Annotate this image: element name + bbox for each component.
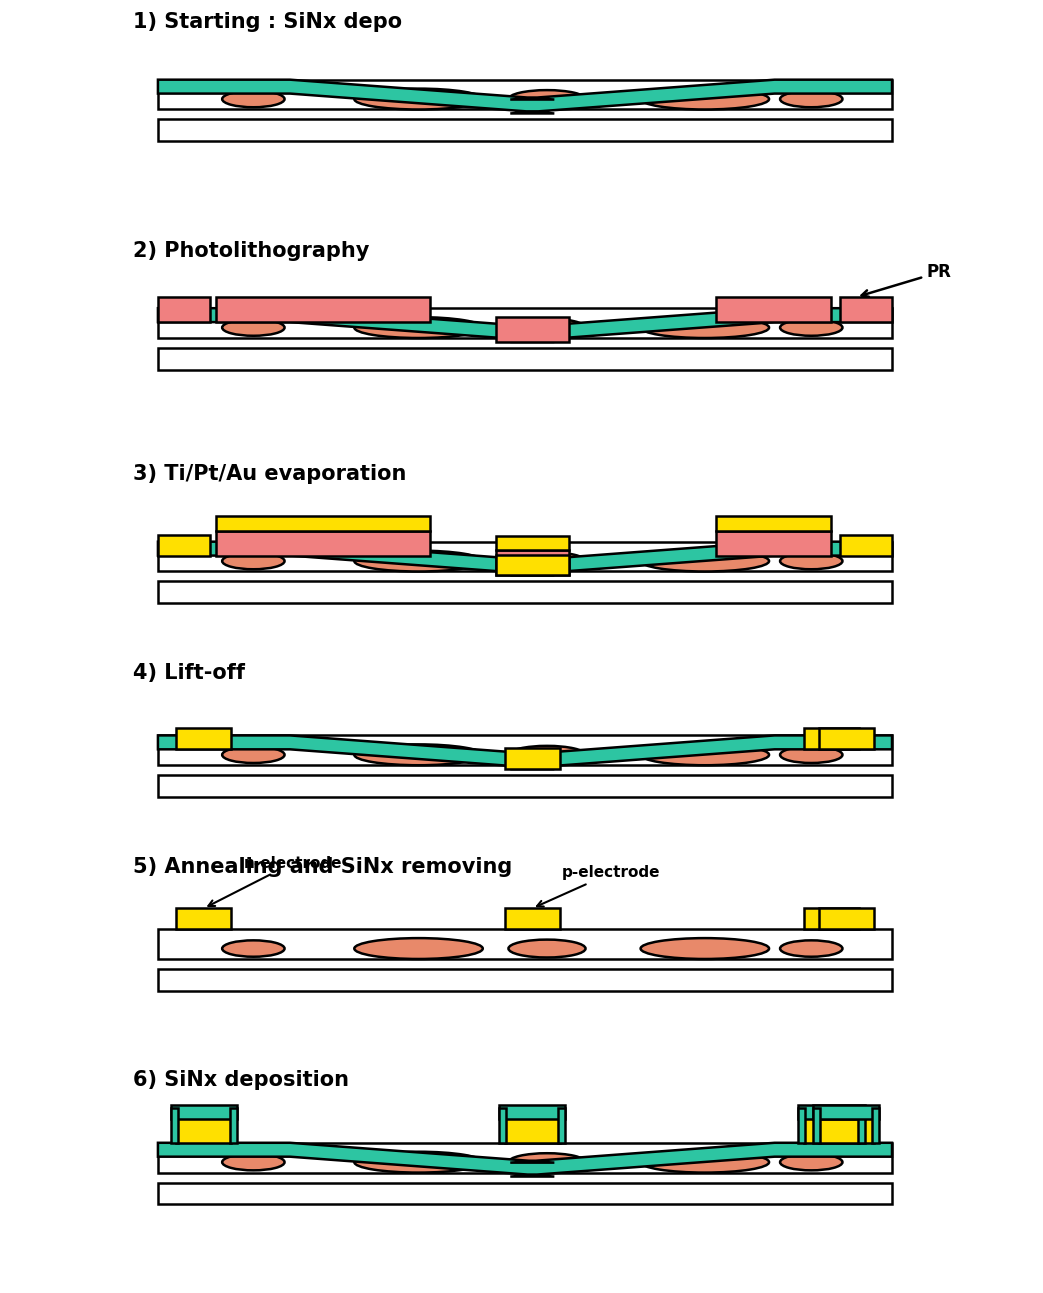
- Bar: [558, 1108, 565, 1143]
- Bar: [229, 1108, 237, 1143]
- Text: 3) Ti/Pt/Au evaporation: 3) Ti/Pt/Au evaporation: [134, 464, 407, 484]
- Ellipse shape: [640, 1152, 769, 1173]
- Bar: [176, 1108, 232, 1143]
- Ellipse shape: [355, 89, 483, 110]
- Bar: [819, 728, 874, 750]
- Bar: [157, 542, 892, 572]
- Text: p-electrode: p-electrode: [537, 865, 660, 906]
- Bar: [216, 516, 430, 530]
- Ellipse shape: [508, 1153, 585, 1171]
- Bar: [495, 317, 569, 341]
- Text: n-electrode: n-electrode: [209, 856, 342, 906]
- Ellipse shape: [222, 1153, 285, 1170]
- Bar: [157, 776, 892, 796]
- Bar: [798, 1104, 865, 1120]
- Polygon shape: [157, 308, 892, 341]
- Ellipse shape: [640, 551, 769, 572]
- Bar: [495, 535, 569, 551]
- Ellipse shape: [508, 746, 585, 764]
- Text: 2) Photolithography: 2) Photolithography: [134, 240, 369, 261]
- Bar: [157, 308, 892, 337]
- Ellipse shape: [508, 91, 585, 109]
- Text: PR: PR: [862, 264, 951, 297]
- Bar: [840, 297, 892, 322]
- Text: 4) Lift-off: 4) Lift-off: [134, 663, 245, 683]
- Bar: [500, 1104, 565, 1120]
- Polygon shape: [157, 1143, 892, 1177]
- Ellipse shape: [780, 319, 843, 336]
- Bar: [819, 1108, 874, 1143]
- Ellipse shape: [508, 940, 585, 958]
- Ellipse shape: [640, 89, 769, 110]
- Bar: [804, 1108, 859, 1143]
- Bar: [798, 1108, 805, 1143]
- Ellipse shape: [640, 317, 769, 337]
- Bar: [819, 908, 874, 930]
- Ellipse shape: [780, 940, 843, 957]
- Bar: [171, 1104, 237, 1120]
- Bar: [872, 1108, 879, 1143]
- Bar: [505, 749, 560, 769]
- Bar: [157, 582, 892, 604]
- Text: 1) Starting : SiNx depo: 1) Starting : SiNx depo: [134, 12, 403, 32]
- Bar: [176, 908, 232, 930]
- Ellipse shape: [355, 317, 483, 337]
- Bar: [495, 555, 569, 575]
- Ellipse shape: [355, 745, 483, 765]
- Polygon shape: [157, 736, 892, 769]
- Ellipse shape: [355, 551, 483, 572]
- Ellipse shape: [508, 318, 585, 336]
- Ellipse shape: [780, 553, 843, 569]
- Ellipse shape: [355, 1152, 483, 1173]
- Bar: [157, 80, 892, 110]
- Bar: [157, 535, 211, 556]
- Text: 5) Annealing and SiNx removing: 5) Annealing and SiNx removing: [134, 857, 512, 877]
- Bar: [715, 297, 831, 322]
- Bar: [216, 297, 430, 322]
- Ellipse shape: [222, 553, 285, 569]
- Ellipse shape: [222, 940, 285, 957]
- Bar: [157, 297, 211, 322]
- Ellipse shape: [222, 91, 285, 107]
- Bar: [157, 1143, 892, 1173]
- Bar: [157, 968, 892, 990]
- Ellipse shape: [780, 91, 843, 107]
- Bar: [500, 1108, 506, 1143]
- Bar: [840, 535, 892, 556]
- Ellipse shape: [222, 319, 285, 336]
- Bar: [715, 530, 831, 556]
- Ellipse shape: [222, 746, 285, 763]
- Bar: [157, 119, 892, 141]
- Polygon shape: [157, 542, 892, 575]
- Bar: [715, 516, 831, 530]
- Text: 6) SiNx deposition: 6) SiNx deposition: [134, 1071, 349, 1090]
- Bar: [505, 1108, 560, 1143]
- Ellipse shape: [355, 939, 483, 959]
- Ellipse shape: [780, 1153, 843, 1170]
- Bar: [495, 551, 569, 575]
- Bar: [804, 728, 859, 750]
- Bar: [804, 908, 859, 930]
- Bar: [171, 1108, 177, 1143]
- Bar: [157, 736, 892, 765]
- Bar: [216, 530, 430, 556]
- Polygon shape: [157, 80, 892, 114]
- Ellipse shape: [640, 745, 769, 765]
- Ellipse shape: [508, 552, 585, 570]
- Ellipse shape: [640, 939, 769, 959]
- Bar: [857, 1108, 865, 1143]
- Bar: [814, 1104, 879, 1120]
- Ellipse shape: [780, 746, 843, 763]
- Bar: [505, 908, 560, 930]
- Bar: [157, 1183, 892, 1204]
- Bar: [157, 348, 892, 370]
- Bar: [814, 1108, 820, 1143]
- Bar: [176, 728, 232, 750]
- Bar: [157, 930, 892, 959]
